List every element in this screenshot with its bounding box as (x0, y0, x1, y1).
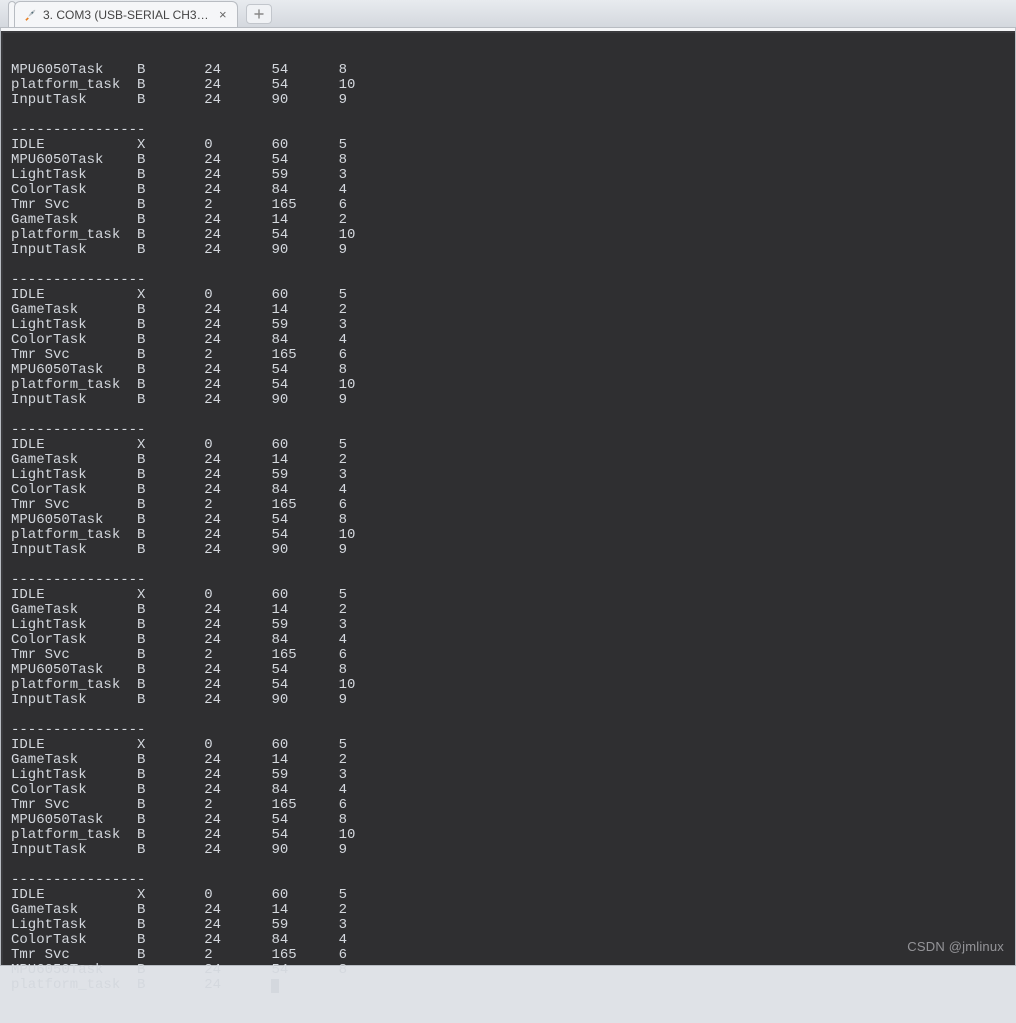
terminal-line: Tmr Svc B 2 165 6 (11, 948, 1015, 963)
terminal-line: ---------------- (11, 873, 1015, 888)
terminal-line: LightTask B 24 59 3 (11, 618, 1015, 633)
terminal-line: LightTask B 24 59 3 (11, 318, 1015, 333)
terminal-line: ---------------- (11, 723, 1015, 738)
terminal-line: platform_task B 24 (11, 978, 1015, 993)
terminal[interactable]: MPU6050Task B 24 54 8 platform_task B 24… (3, 33, 1015, 965)
terminal-line: GameTask B 24 14 2 (11, 603, 1015, 618)
terminal-line: platform_task B 24 54 10 (11, 378, 1015, 393)
terminal-line: LightTask B 24 59 3 (11, 168, 1015, 183)
terminal-line: IDLE X 0 60 5 (11, 588, 1015, 603)
terminal-line: IDLE X 0 60 5 (11, 888, 1015, 903)
terminal-line: GameTask B 24 14 2 (11, 303, 1015, 318)
terminal-line: IDLE X 0 60 5 (11, 138, 1015, 153)
terminal-line: Tmr Svc B 2 165 6 (11, 348, 1015, 363)
terminal-line: LightTask B 24 59 3 (11, 768, 1015, 783)
terminal-line (11, 558, 1015, 573)
terminal-line: ColorTask B 24 84 4 (11, 933, 1015, 948)
new-tab-button[interactable] (246, 4, 272, 24)
terminal-line: ColorTask B 24 84 4 (11, 783, 1015, 798)
terminal-line: InputTask B 24 90 9 (11, 843, 1015, 858)
close-icon[interactable]: × (219, 8, 227, 21)
terminal-line: InputTask B 24 90 9 (11, 93, 1015, 108)
terminal-line: ---------------- (11, 273, 1015, 288)
terminal-line: InputTask B 24 90 9 (11, 393, 1015, 408)
terminal-line (11, 858, 1015, 873)
terminal-line: platform_task B 24 54 10 (11, 828, 1015, 843)
terminal-line: GameTask B 24 14 2 (11, 753, 1015, 768)
terminal-line: GameTask B 24 14 2 (11, 903, 1015, 918)
terminal-line (11, 708, 1015, 723)
terminal-frame: MPU6050Task B 24 54 8 platform_task B 24… (0, 31, 1016, 966)
terminal-line: MPU6050Task B 24 54 8 (11, 513, 1015, 528)
terminal-line: LightTask B 24 59 3 (11, 918, 1015, 933)
terminal-line: InputTask B 24 90 9 (11, 543, 1015, 558)
terminal-line (11, 408, 1015, 423)
terminal-line: MPU6050Task B 24 54 8 (11, 963, 1015, 978)
tab-title: 3. COM3 (USB-SERIAL CH340 (CO (43, 8, 213, 22)
terminal-line: MPU6050Task B 24 54 8 (11, 663, 1015, 678)
terminal-line: MPU6050Task B 24 54 8 (11, 363, 1015, 378)
terminal-line: IDLE X 0 60 5 (11, 738, 1015, 753)
terminal-line: IDLE X 0 60 5 (11, 288, 1015, 303)
terminal-line: InputTask B 24 90 9 (11, 243, 1015, 258)
terminal-line: ColorTask B 24 84 4 (11, 633, 1015, 648)
tab-bar: 3. COM3 (USB-SERIAL CH340 (CO × (0, 0, 1016, 28)
terminal-line: ---------------- (11, 573, 1015, 588)
terminal-line: InputTask B 24 90 9 (11, 693, 1015, 708)
terminal-line: Tmr Svc B 2 165 6 (11, 498, 1015, 513)
terminal-line: Tmr Svc B 2 165 6 (11, 198, 1015, 213)
terminal-line: Tmr Svc B 2 165 6 (11, 798, 1015, 813)
terminal-line: MPU6050Task B 24 54 8 (11, 813, 1015, 828)
terminal-line: ColorTask B 24 84 4 (11, 483, 1015, 498)
terminal-line: platform_task B 24 54 10 (11, 228, 1015, 243)
terminal-line: GameTask B 24 14 2 (11, 453, 1015, 468)
terminal-line: ColorTask B 24 84 4 (11, 333, 1015, 348)
terminal-line: MPU6050Task B 24 54 8 (11, 63, 1015, 78)
terminal-line: MPU6050Task B 24 54 8 (11, 153, 1015, 168)
terminal-line: IDLE X 0 60 5 (11, 438, 1015, 453)
terminal-line: ColorTask B 24 84 4 (11, 183, 1015, 198)
terminal-line: Tmr Svc B 2 165 6 (11, 648, 1015, 663)
terminal-line: GameTask B 24 14 2 (11, 213, 1015, 228)
terminal-line: platform_task B 24 54 10 (11, 528, 1015, 543)
terminal-line: platform_task B 24 54 10 (11, 78, 1015, 93)
terminal-line: platform_task B 24 54 10 (11, 678, 1015, 693)
rocket-icon (23, 8, 37, 22)
terminal-line (11, 258, 1015, 273)
tab-active[interactable]: 3. COM3 (USB-SERIAL CH340 (CO × (14, 1, 238, 27)
terminal-line: LightTask B 24 59 3 (11, 468, 1015, 483)
terminal-line: ---------------- (11, 123, 1015, 138)
terminal-line: ---------------- (11, 423, 1015, 438)
terminal-line (11, 108, 1015, 123)
terminal-cursor (271, 979, 279, 993)
terminal-output: MPU6050Task B 24 54 8 platform_task B 24… (3, 63, 1015, 993)
